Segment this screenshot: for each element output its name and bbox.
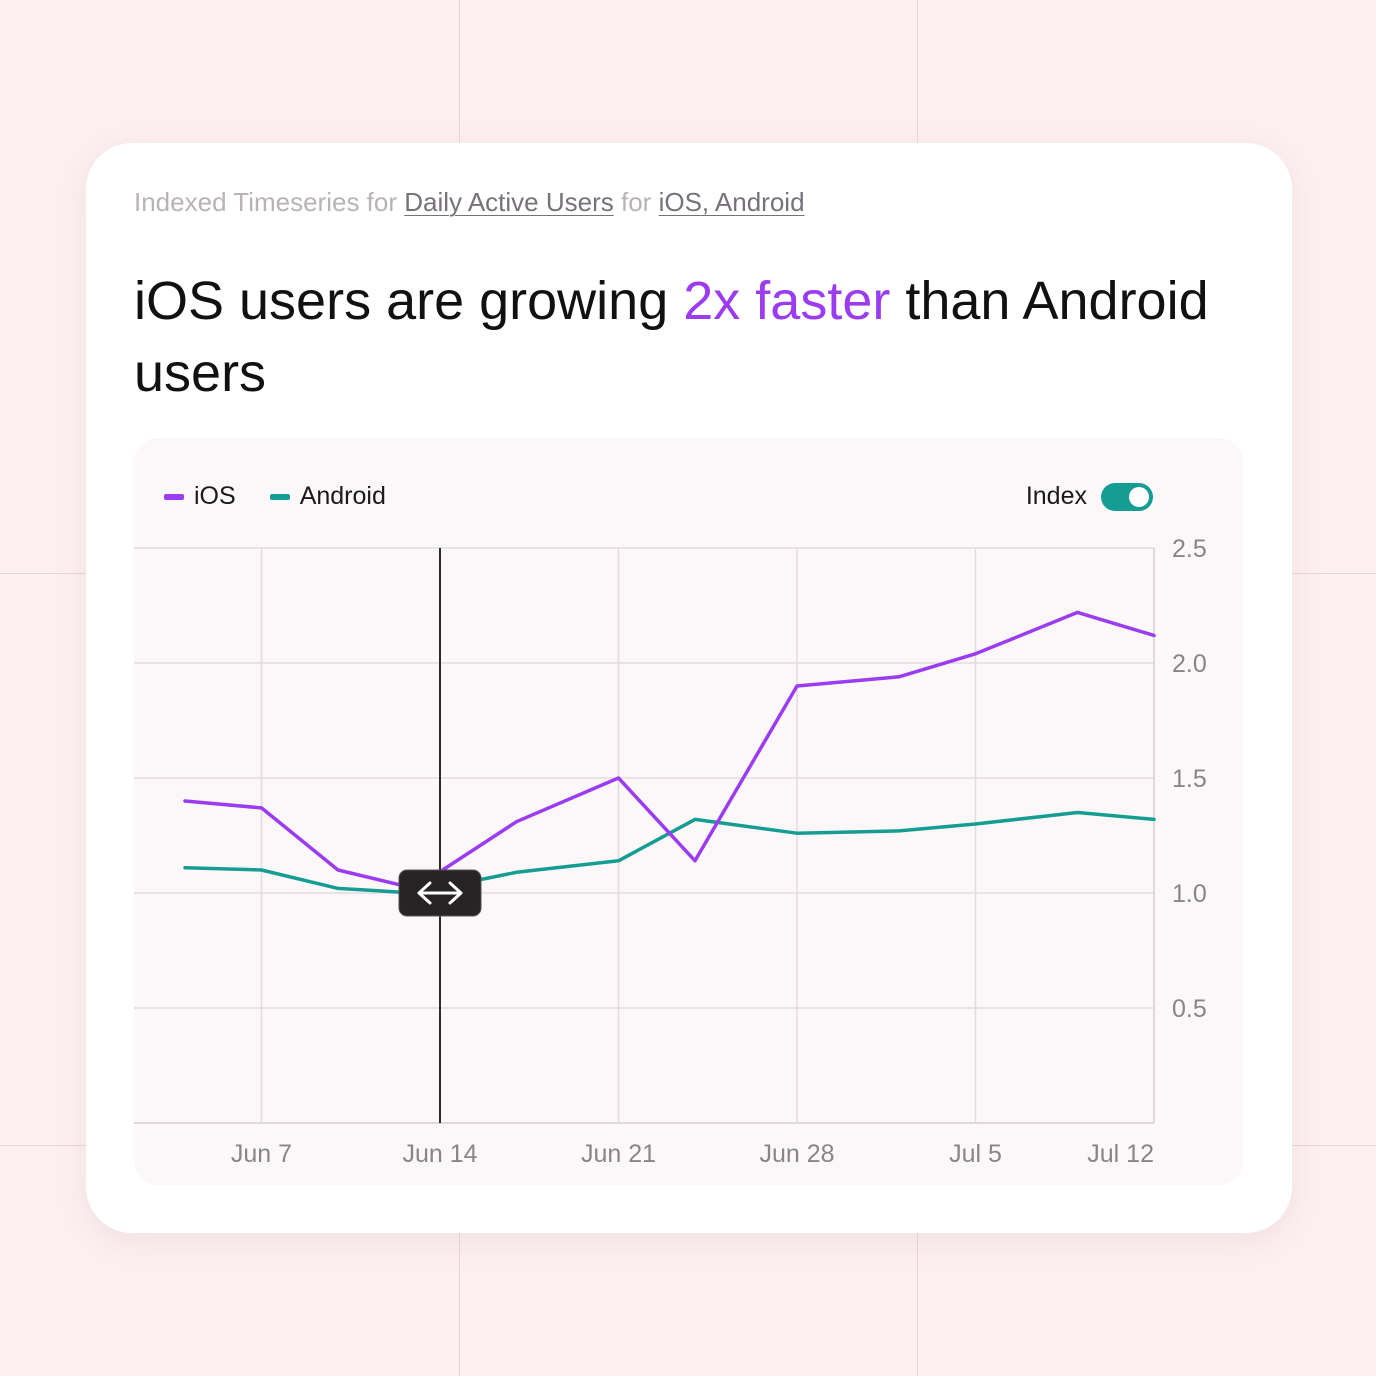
headline-after: than Android users <box>134 271 1209 403</box>
series-line-android <box>183 810 1156 895</box>
insight-card: Indexed Timeseries for Daily Active User… <box>86 143 1292 1233</box>
switch-knob <box>1129 486 1149 507</box>
x-tick-label: Jun 21 <box>581 1140 656 1168</box>
series-line-ios <box>183 610 1156 891</box>
y-tick-label: 1.5 <box>1172 765 1207 793</box>
headline-before: iOS users are growing <box>134 271 669 331</box>
x-tick-label: Jul 5 <box>949 1140 1002 1168</box>
left-right-arrow-icon[interactable] <box>398 869 482 917</box>
headline: iOS users are growing 2x faster than And… <box>134 265 1234 409</box>
chart-panel: iOS Android Index 2.5 2.0 1.5 1.0 0.5 Jun 7 Ju… <box>134 438 1243 1185</box>
x-tick-label: Jul 12 <box>1087 1140 1154 1168</box>
legend-label-android: Android <box>299 482 386 510</box>
legend-item-ios[interactable]: iOS <box>164 482 236 511</box>
metric-link[interactable]: Daily Active Users <box>404 187 614 217</box>
headline-accent: 2x faster <box>683 271 891 331</box>
index-toggle: Index <box>1026 482 1153 511</box>
line-chart: 2.5 2.0 1.5 1.0 0.5 Jun 7 Jun 14 Jun 21 Jun 28 Ju… <box>134 535 1207 1168</box>
legend-item-android[interactable]: Android <box>269 482 386 511</box>
card-subtitle: Indexed Timeseries for Daily Active User… <box>134 187 805 218</box>
y-tick-label: 0.5 <box>1172 995 1207 1023</box>
legend-swatch-ios <box>164 493 184 500</box>
chart-legend: iOS Android <box>164 482 420 511</box>
x-tick-label: Jun 7 <box>231 1140 292 1168</box>
index-switch[interactable] <box>1101 482 1153 511</box>
legend-swatch-android <box>269 493 290 500</box>
segments-link[interactable]: iOS, Android <box>658 187 805 217</box>
subtitle-joiner: for <box>620 187 652 217</box>
y-tick-label: 2.0 <box>1172 650 1207 678</box>
y-tick-label: 1.0 <box>1172 880 1207 908</box>
subtitle-prefix: Indexed Timeseries for <box>134 187 398 217</box>
x-tick-label: Jun 14 <box>402 1140 477 1168</box>
y-tick-label: 2.5 <box>1172 535 1207 563</box>
index-label: Index <box>1025 482 1087 510</box>
legend-label-ios: iOS <box>194 482 236 510</box>
x-tick-label: Jun 28 <box>759 1140 834 1168</box>
